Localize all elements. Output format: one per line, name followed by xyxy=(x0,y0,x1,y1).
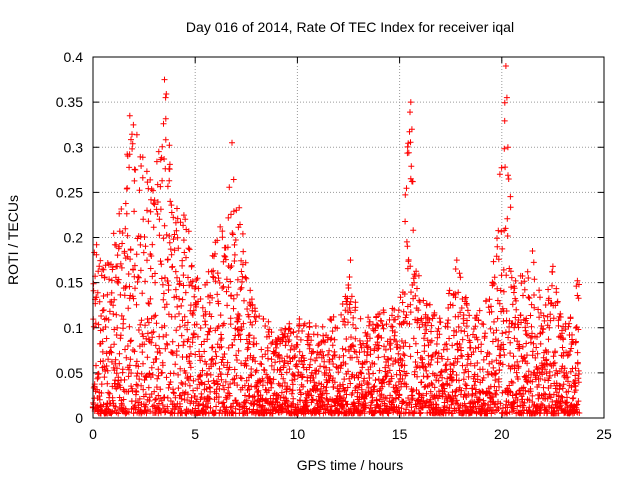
x-tick-label: 0 xyxy=(89,426,97,442)
roti-data-markers xyxy=(90,63,582,417)
x-axis-label: GPS time / hours xyxy=(297,457,404,473)
y-tick-label: 0.3 xyxy=(64,139,84,155)
x-tick-label: 25 xyxy=(596,426,612,442)
y-tick-label: 0.05 xyxy=(56,365,83,381)
y-tick-label: 0.2 xyxy=(64,230,84,246)
chart-title: Day 016 of 2014, Rate Of TEC Index for r… xyxy=(186,19,514,35)
x-tick-label: 5 xyxy=(191,426,199,442)
y-axis-label: ROTI / TECUs xyxy=(5,195,21,285)
y-tick-label: 0 xyxy=(75,410,83,426)
roti-scatter-chart: Day 016 of 2014, Rate Of TEC Index for r… xyxy=(0,0,640,480)
y-tick-label: 0.1 xyxy=(64,320,84,336)
x-tick-label: 10 xyxy=(290,426,306,442)
tick-labels: 0 5 10 15 20 25 0 0.05 0.1 0.15 0.2 0.25 0.3 0.35 0.4 xyxy=(56,49,612,442)
data-points xyxy=(90,63,582,417)
y-tick-label: 0.4 xyxy=(64,49,84,65)
y-tick-label: 0.15 xyxy=(56,275,83,291)
y-tick-label: 0.35 xyxy=(56,94,83,110)
x-tick-label: 15 xyxy=(392,426,408,442)
x-tick-label: 20 xyxy=(494,426,510,442)
y-tick-label: 0.25 xyxy=(56,184,83,200)
